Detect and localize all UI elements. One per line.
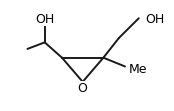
Text: OH: OH <box>35 13 54 26</box>
Text: O: O <box>78 82 88 95</box>
Text: OH: OH <box>145 13 164 26</box>
Text: Me: Me <box>128 63 147 76</box>
